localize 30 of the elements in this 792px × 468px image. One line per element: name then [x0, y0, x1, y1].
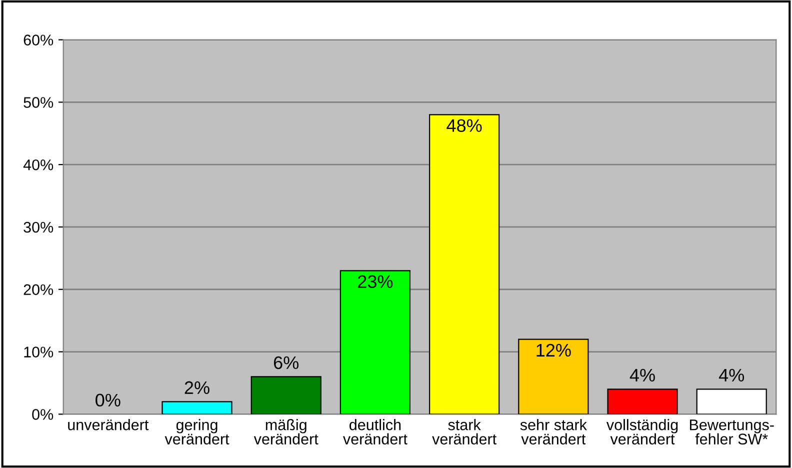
y-tick-label: 50%	[24, 97, 54, 108]
x-tick-label: unverändert	[68, 419, 149, 430]
data-label: 4%	[630, 368, 655, 382]
y-tick-label: 40%	[23, 159, 54, 170]
bar	[429, 114, 500, 414]
bar	[250, 376, 322, 414]
y-tick-label: 60%	[24, 34, 54, 46]
bar	[607, 388, 678, 414]
x-tick-label: mäßig verändert	[254, 419, 318, 445]
data-label: 48%	[446, 119, 482, 132]
x-tick-label: Bewertungs- fehler SW*	[690, 420, 774, 445]
data-label: 23%	[358, 275, 393, 288]
x-tick-label: deutlich verändert	[342, 419, 408, 445]
x-tick-label: vollständig verändert	[606, 419, 678, 445]
bar	[518, 338, 589, 414]
data-label: 0%	[96, 394, 120, 407]
data-label: 4%	[718, 368, 744, 382]
bar	[162, 401, 232, 414]
y-tick-label: 30%	[24, 222, 54, 233]
y-tick-label: 10%	[24, 346, 54, 358]
x-tick-label: sehr stark verändert	[520, 419, 587, 445]
x-tick-label: gering verändert	[164, 419, 230, 445]
bar	[340, 270, 411, 414]
data-label: 12%	[536, 344, 571, 357]
x-tick-label: stark verändert	[432, 419, 496, 445]
y-tick-label: 20%	[24, 284, 54, 296]
bar	[696, 388, 767, 414]
y-tick-label: 0%	[32, 409, 54, 420]
data-label: 6%	[274, 356, 299, 370]
data-label: 2%	[184, 381, 210, 394]
